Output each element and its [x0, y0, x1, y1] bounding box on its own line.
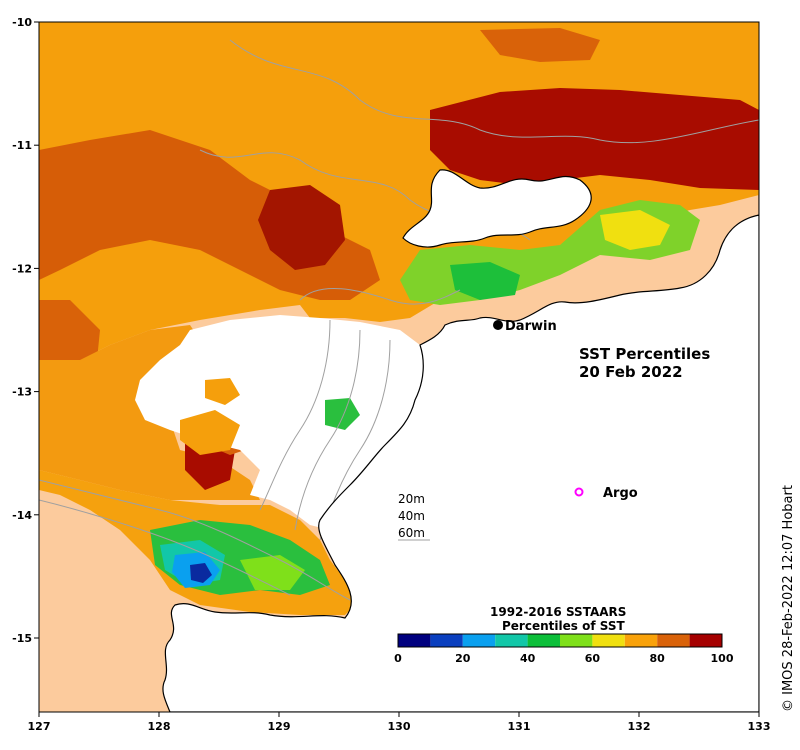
depth-key-60m: 60m [398, 526, 425, 540]
no-data-region [135, 315, 430, 530]
colorbar-swatch [657, 634, 690, 647]
colorbar-frame [397, 633, 723, 648]
y-axis: -10 -11 -12 -13 -14 -15 [12, 16, 39, 645]
colorbar-swatch [527, 634, 560, 647]
x-tick-label: 129 [268, 720, 291, 733]
data-region-center-green [325, 398, 360, 430]
argo-label: Argo [603, 486, 638, 501]
depth-contour-line [229, 39, 759, 144]
depth-contour-line [39, 499, 291, 596]
x-axis: 127 128 129 130 131 132 133 [28, 712, 771, 733]
colorbar-swatch [624, 634, 658, 647]
data-region-green-spots [450, 262, 520, 300]
y-tick-label: -10 [12, 16, 32, 29]
depth-key-20m: 20m [398, 492, 425, 506]
argo-marker [574, 487, 584, 497]
x-tick-label: 127 [28, 720, 51, 733]
colorbar-tick-label: 60 [585, 652, 601, 665]
colorbar-swatch [398, 634, 431, 647]
land [162, 169, 759, 712]
data-region-center-orange [180, 410, 240, 455]
y-tick-label: -11 [12, 139, 32, 152]
depth-contour-line [299, 288, 461, 305]
colorbar-tick-label: 0 [394, 652, 402, 665]
colorbar-swatches [397, 633, 723, 648]
depth-key-40m: 40m [398, 509, 425, 523]
colorbar-title-line2: Percentiles of SST [502, 619, 625, 633]
data-region-center-orange-2 [205, 378, 240, 405]
colorbar-swatch [462, 634, 496, 647]
plot-area [39, 22, 759, 712]
colorbar-swatch [495, 634, 528, 647]
depth-contour-line [39, 479, 351, 601]
x-tick-label: 128 [148, 720, 171, 733]
x-tick-label: 131 [508, 720, 531, 733]
mainland-coast [162, 195, 759, 712]
colorbar-tick-label: 80 [650, 652, 666, 665]
colorbar-swatch [560, 634, 593, 647]
y-tick-label: -15 [12, 632, 32, 645]
data-region-dark-orange-2 [480, 28, 600, 62]
darwin-marker [493, 320, 503, 330]
depth-key: 20m 40m 60m [398, 492, 430, 541]
colorbar-swatch [430, 634, 463, 647]
map-title-line1: SST Percentiles [579, 345, 710, 363]
x-tick-label: 133 [748, 720, 771, 733]
darwin-label: Darwin [505, 319, 557, 334]
northern-territory-coast [402, 169, 592, 248]
map-title-line2: 20 Feb 2022 [579, 363, 683, 381]
depth-contours [39, 39, 759, 601]
colorbar-title-line1: 1992-2016 SSTAARS [490, 605, 626, 619]
data-region-south-navy [190, 563, 212, 583]
depth-contour-line [259, 319, 331, 511]
data-region-dark-red-2 [258, 185, 345, 270]
colorbar-tick-label: 20 [455, 652, 471, 665]
colorbar-swatch [592, 634, 625, 647]
colorbar-swatch [689, 634, 722, 647]
credit-text: © IMOS 28-Feb-2022 12:07 Hobart [781, 485, 796, 712]
data-region-yellow-east [600, 210, 670, 250]
x-tick-label: 130 [388, 720, 411, 733]
colorbar-ticks: 0 20 40 60 80 100 [394, 652, 734, 665]
y-tick-label: -12 [12, 262, 32, 275]
x-tick-label: 132 [628, 720, 651, 733]
depth-contour-line [294, 329, 361, 531]
y-tick-label: -13 [12, 386, 32, 399]
colorbar-legend: 1992-2016 SSTAARS Percentiles of SST 0 20… [394, 605, 734, 665]
colorbar-tick-label: 40 [520, 652, 536, 665]
colorbar-tick-label: 100 [711, 652, 734, 665]
data-region-south-yellow [240, 555, 305, 590]
y-tick-label: -14 [12, 509, 32, 522]
